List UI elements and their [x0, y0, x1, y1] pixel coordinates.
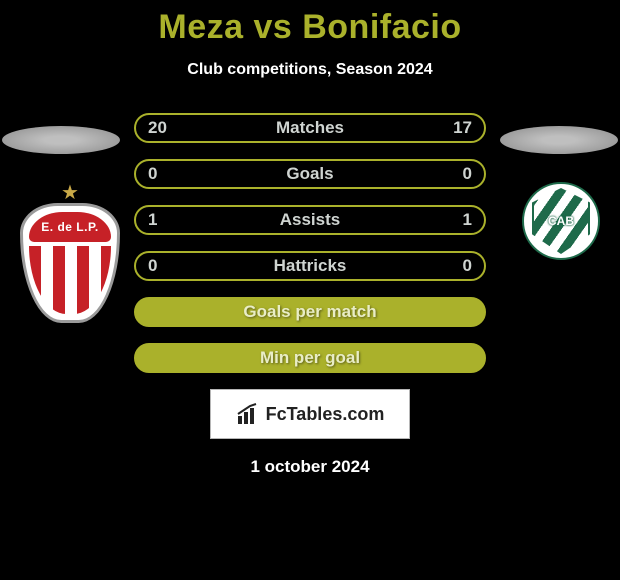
stat-row-matches: 20 Matches 17	[134, 113, 486, 143]
stat-left-value: 0	[148, 164, 157, 184]
stat-label: Min per goal	[260, 348, 360, 368]
stat-left-value: 1	[148, 210, 157, 230]
stat-right-value: 1	[463, 210, 472, 230]
stat-left-value: 20	[148, 118, 167, 138]
crest-left-label: E. de L.P.	[29, 212, 111, 242]
stat-row-goals-per-match: Goals per match	[134, 297, 486, 327]
player-base-left	[2, 126, 120, 154]
player-base-right	[500, 126, 618, 154]
stat-row-min-per-goal: Min per goal	[134, 343, 486, 373]
attribution-text: FcTables.com	[266, 404, 385, 425]
stats-container: 20 Matches 17 0 Goals 0 1 Assists 1 0 Ha…	[134, 113, 486, 373]
stat-label: Goals	[286, 164, 333, 184]
stat-right-value: 0	[463, 256, 472, 276]
shield-icon: CAB	[532, 188, 590, 254]
page-title: Meza vs Bonifacio	[0, 0, 620, 47]
stat-row-assists: 1 Assists 1	[134, 205, 486, 235]
stat-right-value: 17	[453, 118, 472, 138]
stat-label: Goals per match	[243, 302, 376, 322]
star-icon: ★	[20, 180, 120, 205]
stat-left-value: 0	[148, 256, 157, 276]
stat-right-value: 0	[463, 164, 472, 184]
crest-right: CAB	[522, 182, 600, 260]
crest-left: ★ E. de L.P.	[20, 180, 120, 323]
stat-label: Assists	[280, 210, 340, 230]
shield-icon: E. de L.P.	[20, 203, 120, 323]
stat-label: Matches	[276, 118, 344, 138]
stat-label: Hattricks	[274, 256, 347, 276]
stat-row-goals: 0 Goals 0	[134, 159, 486, 189]
estudiantes-crest: ★ E. de L.P.	[20, 180, 120, 323]
fctables-logo-icon	[236, 402, 260, 426]
stat-row-hattricks: 0 Hattricks 0	[134, 251, 486, 281]
crest-right-label: CAB	[548, 214, 574, 228]
date-label: 1 october 2024	[0, 457, 620, 477]
page-subtitle: Club competitions, Season 2024	[0, 61, 620, 79]
stripes-icon	[29, 246, 111, 314]
attribution-badge: FcTables.com	[210, 389, 410, 439]
banfield-crest: CAB	[522, 182, 600, 260]
